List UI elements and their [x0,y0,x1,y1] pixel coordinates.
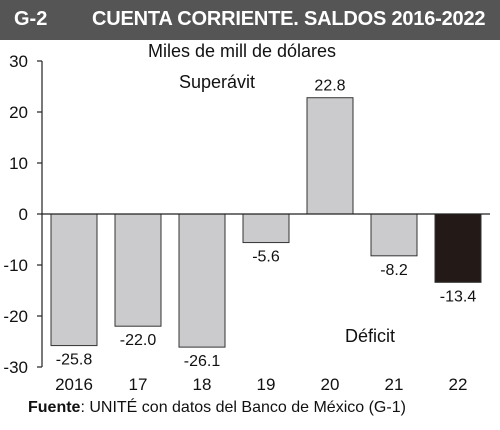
bar [50,213,98,347]
x-tick-label: 2016 [55,375,93,394]
y-tick-label: -10 [3,256,28,275]
y-tick-label: 20 [9,103,28,122]
source-label: Fuente [28,399,81,416]
y-tick-label: 0 [19,205,28,224]
data-label: -22.0 [120,332,157,349]
surplus-annotation: Superávit [179,72,255,92]
bar [242,213,290,244]
figure-id: G-2 [14,8,48,30]
data-label: -13.4 [440,288,477,305]
bar-chart: 30 20 10 0 -10 -20 -30 -25.8 2016 -22.0 17 -26.1 18 -… [3,41,490,394]
source-text: : UNITÉ con datos del Banco de México (G… [80,399,406,416]
x-tick-label: 21 [385,375,404,394]
x-tick-label: 17 [129,375,148,394]
x-tick-label: 18 [193,375,212,394]
data-label: -26.1 [184,353,221,370]
bar [434,213,482,283]
data-label: -5.6 [252,249,280,266]
y-tick-label: -20 [3,307,28,326]
data-label: -8.2 [380,262,408,279]
bar [178,213,226,348]
source-note: Fuente: UNITÉ con datos del Banco de Méx… [28,399,406,417]
bar [306,97,354,215]
unit-label: Miles de mill de dólares [148,41,336,61]
bar [114,213,162,327]
x-tick-label: 19 [257,375,276,394]
figure-header: G-2 CUENTA CORRIENTE. SALDOS 2016-2022 [0,0,500,40]
data-label: 22.8 [314,78,345,95]
x-tick-label: 20 [321,375,340,394]
y-tick-label: 30 [9,52,28,71]
data-label: -25.8 [56,352,93,369]
y-tick-label: -30 [3,358,28,377]
x-tick-label: 22 [449,375,468,394]
figure-title: CUENTA CORRIENTE. SALDOS 2016-2022 [92,8,486,30]
deficit-annotation: Déficit [345,326,395,346]
y-tick-label: 10 [9,154,28,173]
bar [370,213,418,257]
